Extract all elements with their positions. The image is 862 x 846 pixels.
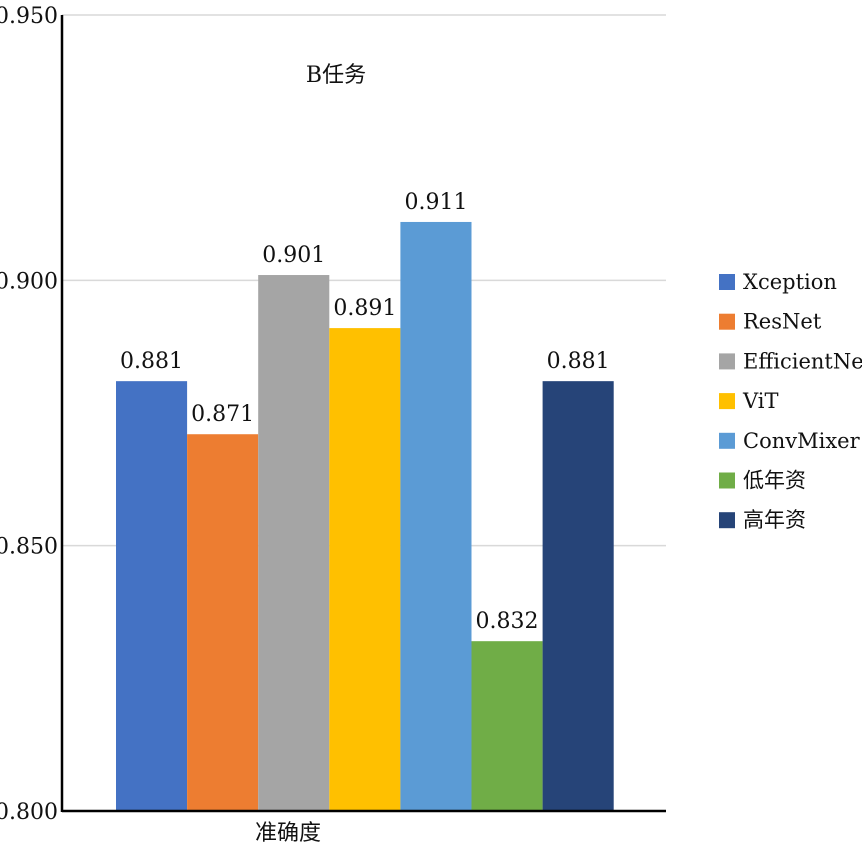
data-label: 0.891 bbox=[333, 296, 396, 321]
data-label: 0.871 bbox=[191, 402, 254, 427]
legend-label: ResNet bbox=[743, 310, 822, 334]
bar-5 bbox=[400, 221, 472, 811]
legend-label: 高年资 bbox=[743, 508, 806, 532]
data-label: 0.901 bbox=[262, 243, 325, 268]
y-tick-label: 0.900 bbox=[0, 269, 58, 294]
legend-swatch bbox=[719, 313, 735, 330]
bar-4 bbox=[329, 328, 401, 811]
y-tick-labels: 0.800 0.850 0.900 0.950 bbox=[0, 4, 58, 825]
data-labels: 0.881 0.871 0.901 0.891 0.911 0.832 0.881 bbox=[120, 190, 610, 634]
legend-label: ViT bbox=[742, 389, 779, 413]
bar-7 bbox=[542, 381, 614, 811]
bar-2 bbox=[187, 434, 259, 811]
legend-swatch bbox=[719, 472, 735, 489]
y-tick-label: 0.950 bbox=[0, 4, 58, 29]
x-category-label: 准确度 bbox=[255, 821, 321, 846]
legend-swatch bbox=[719, 432, 735, 449]
legend-label: EfficientNet bbox=[743, 349, 862, 373]
y-tick-label: 0.850 bbox=[0, 535, 58, 560]
data-label: 0.881 bbox=[120, 349, 183, 374]
legend-swatch bbox=[719, 512, 735, 529]
data-label: 0.911 bbox=[404, 190, 467, 215]
data-label: 0.832 bbox=[476, 609, 539, 634]
legend: Xception ResNet EfficientNet ViT ConvMixer 低年… bbox=[719, 270, 862, 532]
chart-title: B任务 bbox=[306, 63, 366, 88]
legend-label: 低年资 bbox=[743, 469, 806, 493]
bar-3 bbox=[258, 275, 330, 811]
y-tick-label: 0.800 bbox=[0, 800, 58, 825]
data-label: 0.881 bbox=[547, 349, 610, 374]
bar-1 bbox=[116, 381, 188, 811]
bar-6 bbox=[471, 641, 543, 811]
bars bbox=[116, 221, 614, 811]
legend-label: Xception bbox=[743, 270, 837, 294]
legend-swatch bbox=[719, 274, 735, 290]
legend-swatch bbox=[719, 393, 735, 410]
legend-swatch bbox=[719, 353, 735, 370]
legend-label: ConvMixer bbox=[743, 429, 861, 453]
